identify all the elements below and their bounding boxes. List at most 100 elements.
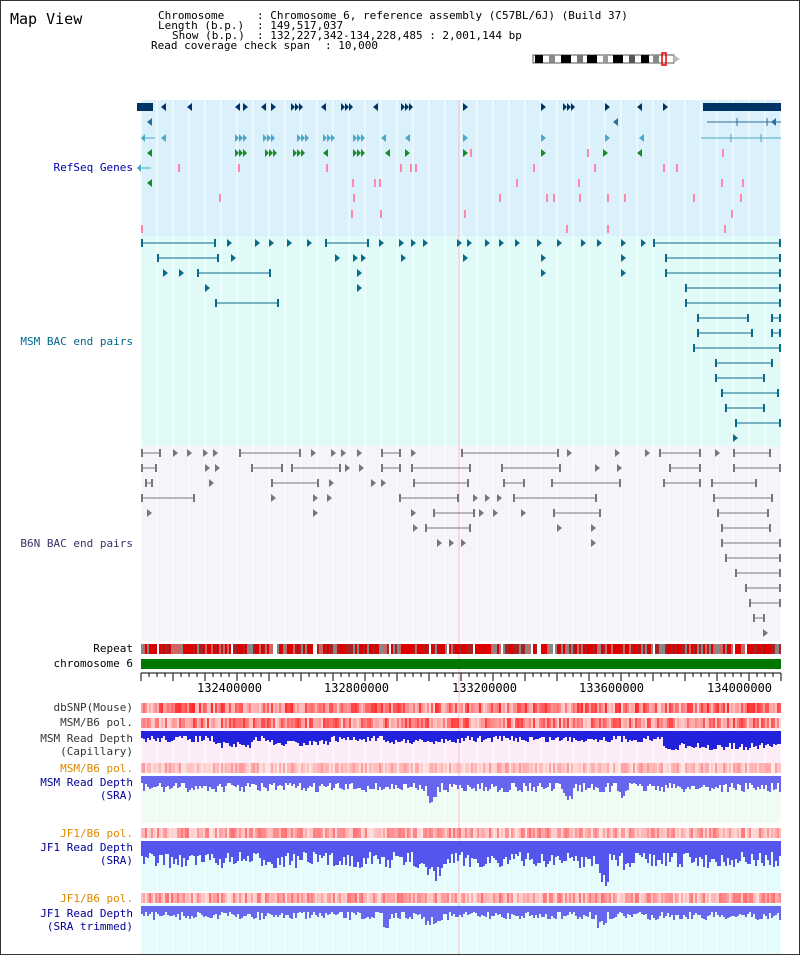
gene-arrow [341,103,345,111]
read-depth-bar [685,776,687,789]
polymorphism-mark [507,718,509,728]
read-depth-bar [289,731,291,741]
polymorphism-mark [145,718,147,728]
gene-arrow [463,134,468,142]
polymorphism-mark [511,718,513,728]
read-depth-bar [405,776,407,784]
read-depth-bar [335,731,337,741]
read-depth-bar [459,841,461,855]
polymorphism-mark [333,763,335,773]
polymorphism-mark [345,718,347,728]
polymorphism-mark [225,763,227,773]
read-depth-bar [327,731,329,745]
b6n-bac-arrow [313,509,318,517]
polymorphism-mark [595,718,597,728]
gene-arrow [261,103,266,111]
repeat-mark [231,644,233,654]
msm-bac-end [697,329,699,337]
polymorphism-mark [663,718,665,728]
gene-arrow [235,134,239,142]
b6n-bac-end [469,464,471,472]
polymorphism-mark [257,763,259,773]
polymorphism-mark [581,828,583,838]
polymorphism-mark [339,703,341,713]
repeat-mark [639,644,641,654]
polymorphism-mark [301,828,303,838]
polymorphism-mark [695,828,697,838]
polymorphism-mark [777,763,779,773]
polymorphism-mark [173,763,175,773]
read-depth-bar [775,731,777,745]
polymorphism-mark [479,703,481,713]
repeat-mark [243,644,245,654]
read-depth-bar [629,841,631,867]
read-depth-bar [701,906,703,918]
read-depth-bar [179,906,181,920]
read-depth-bar [219,841,221,859]
polymorphism-mark [473,703,475,713]
read-depth-bar [199,731,201,736]
polymorphism-mark [569,763,571,773]
repeat-mark [367,644,369,654]
polymorphism-mark [495,893,497,903]
refseq-variant-mark [326,164,328,172]
polymorphism-mark [397,763,399,773]
polymorphism-mark [337,763,339,773]
repeat-mark [489,644,491,654]
polymorphism-mark [583,828,585,838]
read-depth-bar [671,906,673,915]
polymorphism-mark [321,893,323,903]
read-depth-bar [163,906,165,915]
repeat-mark [209,644,211,654]
read-depth-bar [299,906,301,912]
polymorphism-mark [203,763,205,773]
polymorphism-mark [451,828,453,838]
read-depth-bar [641,731,643,742]
read-depth-bar [201,841,203,862]
polymorphism-mark [601,893,603,903]
read-depth-bar [571,841,573,857]
read-depth-bar [181,841,183,867]
refseq-label[interactable]: RefSeq Genes [53,161,133,174]
read-depth-bar [543,731,545,737]
read-depth-bar [643,731,645,738]
polymorphism-mark [181,718,183,728]
polymorphism-mark [279,763,281,773]
polymorphism-mark [603,703,605,713]
read-depth-bar [227,906,229,916]
polymorphism-mark [645,718,647,728]
read-depth-bar [491,776,493,784]
polymorphism-mark [689,763,691,773]
polymorphism-mark [473,828,475,838]
chromosome-ideogram[interactable] [529,52,683,66]
polymorphism-mark [529,718,531,728]
read-depth-bar [567,731,569,741]
gene-arrow [401,103,405,111]
polymorphism-mark [445,703,447,713]
polymorphism-mark [639,763,641,773]
read-depth-bar [245,776,247,786]
polymorphism-mark [249,703,251,713]
b6n-bac-label[interactable]: B6N BAC end pairs [20,537,133,550]
polymorphism-mark [173,718,175,728]
read-depth-bar [715,841,717,862]
msm-bac-label[interactable]: MSM BAC end pairs [20,335,133,348]
read-depth-bar [221,841,223,868]
repeat-mark [337,644,339,654]
polymorphism-mark [489,893,491,903]
read-depth-bar [527,731,529,742]
polymorphism-mark [183,718,185,728]
polymorphism-mark [601,718,603,728]
polymorphism-mark [723,703,725,713]
read-depth-bar [565,906,567,916]
repeat-mark [535,644,537,654]
repeat-mark [547,644,549,654]
polymorphism-mark [761,703,763,713]
polymorphism-mark [671,893,673,903]
polymorphism-mark [693,718,695,728]
polymorphism-mark [615,763,617,773]
polymorphism-mark [769,763,771,773]
read-depth-bar [567,776,569,800]
read-depth-bar [601,776,603,792]
